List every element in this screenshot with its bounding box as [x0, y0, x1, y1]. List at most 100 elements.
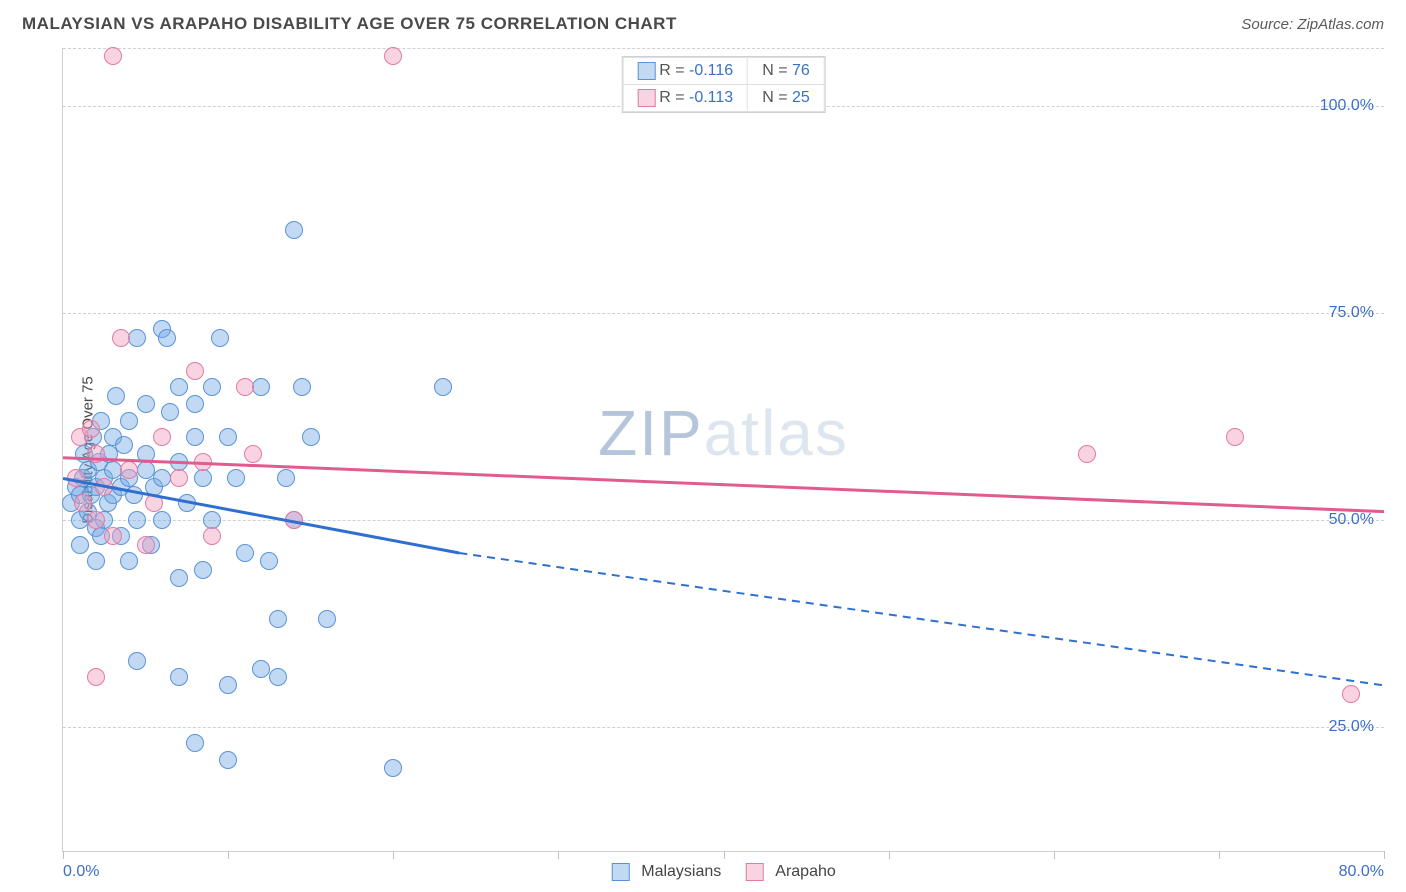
scatter-point-malaysians: [186, 428, 204, 446]
scatter-point-malaysians: [170, 668, 188, 686]
scatter-point-arapaho: [112, 329, 130, 347]
scatter-point-arapaho: [95, 478, 113, 496]
scatter-point-malaysians: [137, 395, 155, 413]
x-tick: [1219, 851, 1220, 859]
scatter-point-malaysians: [252, 378, 270, 396]
scatter-point-malaysians: [170, 378, 188, 396]
scatter-point-malaysians: [236, 544, 254, 562]
legend-label: Malaysians: [641, 863, 721, 881]
legend-row-arapaho: R = -0.113N = 25: [623, 85, 825, 112]
scatter-point-malaysians: [137, 461, 155, 479]
x-tick: [228, 851, 229, 859]
scatter-point-arapaho: [87, 511, 105, 529]
scatter-point-malaysians: [170, 569, 188, 587]
scatter-point-malaysians: [87, 552, 105, 570]
legend-item-arapaho: Arapaho: [745, 863, 836, 881]
scatter-point-malaysians: [384, 759, 402, 777]
scatter-point-arapaho: [203, 527, 221, 545]
scatter-point-arapaho: [285, 511, 303, 529]
legend-swatch-icon: [637, 62, 655, 80]
scatter-point-malaysians: [318, 610, 336, 628]
scatter-point-malaysians: [252, 660, 270, 678]
plot-area: R = -0.116N = 76R = -0.113N = 25 ZIPatla…: [62, 48, 1384, 852]
scatter-point-arapaho: [153, 428, 171, 446]
legend-swatch-icon: [611, 863, 629, 881]
scatter-point-malaysians: [219, 751, 237, 769]
series-legend: Malaysians Arapaho: [611, 863, 836, 881]
scatter-point-arapaho: [170, 469, 188, 487]
gridline: [63, 313, 1384, 314]
watermark: ZIPatlas: [598, 396, 849, 470]
y-tick-label: 50.0%: [1329, 511, 1374, 529]
scatter-point-malaysians: [178, 494, 196, 512]
scatter-point-malaysians: [211, 329, 229, 347]
chart-title: MALAYSIAN VS ARAPAHO DISABILITY AGE OVER…: [22, 14, 677, 34]
x-tick-label-right: 80.0%: [1339, 863, 1384, 881]
x-tick: [1384, 851, 1385, 859]
scatter-point-malaysians: [128, 329, 146, 347]
scatter-point-arapaho: [236, 378, 254, 396]
scatter-point-malaysians: [120, 412, 138, 430]
x-tick: [63, 851, 64, 859]
scatter-point-malaysians: [434, 378, 452, 396]
scatter-point-malaysians: [203, 511, 221, 529]
legend-swatch-icon: [745, 863, 763, 881]
scatter-point-arapaho: [186, 362, 204, 380]
scatter-point-malaysians: [161, 403, 179, 421]
scatter-point-malaysians: [128, 511, 146, 529]
scatter-point-arapaho: [384, 47, 402, 65]
scatter-point-malaysians: [107, 387, 125, 405]
scatter-point-arapaho: [104, 47, 122, 65]
scatter-point-malaysians: [170, 453, 188, 471]
x-tick: [889, 851, 890, 859]
scatter-point-malaysians: [194, 469, 212, 487]
x-tick: [558, 851, 559, 859]
scatter-point-arapaho: [244, 445, 262, 463]
scatter-point-malaysians: [128, 652, 146, 670]
scatter-point-malaysians: [277, 469, 295, 487]
scatter-point-arapaho: [104, 527, 122, 545]
scatter-point-malaysians: [269, 610, 287, 628]
scatter-point-malaysians: [186, 395, 204, 413]
scatter-point-malaysians: [158, 329, 176, 347]
x-tick: [393, 851, 394, 859]
scatter-point-malaysians: [104, 461, 122, 479]
scatter-point-arapaho: [1342, 685, 1360, 703]
gridline: [63, 520, 1384, 521]
scatter-point-malaysians: [153, 511, 171, 529]
scatter-point-arapaho: [1226, 428, 1244, 446]
scatter-point-malaysians: [227, 469, 245, 487]
scatter-point-arapaho: [87, 445, 105, 463]
scatter-point-arapaho: [87, 668, 105, 686]
scatter-point-malaysians: [285, 221, 303, 239]
x-tick-label-left: 0.0%: [63, 863, 99, 881]
watermark-strong: ZIP: [598, 397, 704, 469]
x-tick: [724, 851, 725, 859]
chart-container: Disability Age Over 75 R = -0.116N = 76R…: [22, 48, 1384, 852]
correlation-legend: R = -0.116N = 76R = -0.113N = 25: [621, 56, 826, 113]
source-name: ZipAtlas.com: [1297, 16, 1384, 33]
scatter-point-malaysians: [302, 428, 320, 446]
scatter-point-malaysians: [194, 561, 212, 579]
scatter-point-malaysians: [71, 536, 89, 554]
gridline: [63, 727, 1384, 728]
legend-label: Arapaho: [775, 863, 836, 881]
scatter-point-arapaho: [67, 469, 85, 487]
scatter-point-malaysians: [293, 378, 311, 396]
legend-swatch-icon: [637, 89, 655, 107]
scatter-point-arapaho: [194, 453, 212, 471]
scatter-point-malaysians: [153, 469, 171, 487]
scatter-point-arapaho: [82, 420, 100, 438]
y-tick-label: 75.0%: [1329, 304, 1374, 322]
scatter-point-malaysians: [219, 676, 237, 694]
scatter-point-malaysians: [269, 668, 287, 686]
scatter-point-malaysians: [125, 486, 143, 504]
scatter-point-arapaho: [137, 536, 155, 554]
watermark-faint: atlas: [704, 397, 849, 469]
scatter-point-malaysians: [186, 734, 204, 752]
y-tick-label: 100.0%: [1320, 97, 1374, 115]
scatter-point-malaysians: [137, 445, 155, 463]
source-label: Source: ZipAtlas.com: [1241, 16, 1384, 33]
y-tick-label: 25.0%: [1329, 718, 1374, 736]
scatter-point-malaysians: [203, 378, 221, 396]
